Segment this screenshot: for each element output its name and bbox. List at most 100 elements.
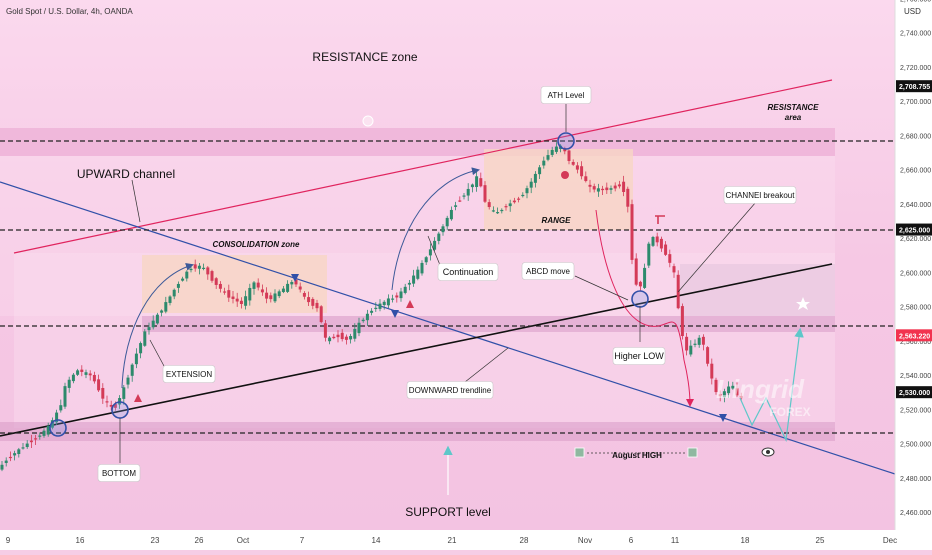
candle-body-141 [592,186,596,190]
candle-body-7 [29,440,33,443]
candle-body-129 [542,160,546,166]
candle-body-142 [596,188,600,192]
candle-body-58 [244,296,248,306]
candle-body-62 [260,289,264,293]
downward-trendline-leader [464,347,509,383]
candle-body-2 [8,456,12,459]
extension-arrow [121,262,194,389]
candle-body-106 [445,217,449,227]
candle-body-98 [412,275,416,284]
price-axis[interactable]: 2,460.000 2,480.000 2,500.000 2,520.000 2,54… [894,0,932,530]
candle-body-173 [727,386,731,394]
candle-body-22 [92,374,96,382]
extension-leader [149,339,165,367]
annotation-box-extension [162,365,216,383]
candle-body-145 [609,188,613,190]
candle-body-154 [647,243,651,266]
candle-body-86 [361,319,365,322]
time-axis[interactable]: 9 16 23 26 Oct 7 14 21 28 Nov 6 11 18 25 Dec [6,536,897,545]
candle-body-17 [71,374,75,382]
candle-body-105 [441,226,445,233]
annotation-continuation: Continuation [443,267,494,277]
candle-body-149 [626,188,630,207]
candle-body-111 [466,188,470,196]
price-tick-2620: 2,620.000 [900,236,931,243]
candle-body-130 [546,155,550,160]
time-axis-background [0,530,895,550]
candle-body-119 [500,209,504,212]
candle-body-116 [487,202,491,208]
buy-marker-1 [134,394,142,402]
annotation-august-high: August HIGH [612,451,662,460]
candle-body-150 [630,204,634,260]
time-tick-11: 11 [671,536,680,545]
candle-body-41 [172,289,176,297]
price-label-bg-2563.22 [896,329,932,342]
candle-body-166 [697,337,701,345]
candle-body-80 [336,334,340,338]
candle-body-74 [311,298,315,306]
candle-body-113 [475,176,479,188]
candle-body-66 [277,291,281,297]
shield-marker-1 [291,274,299,282]
price-label-bg-2625 [896,223,932,236]
candle-body-137 [575,165,579,170]
candle-body-165 [693,343,697,345]
candle-body-64 [269,295,273,300]
annotation-box-higher-low [612,347,666,365]
august-high-check-left [574,447,585,458]
buy-marker-2 [406,300,414,308]
price-tick-2600: 2,600.000 [900,270,931,277]
downward-trendline [0,181,896,475]
candle-body-23 [97,379,101,391]
annotation-upward-channel: UPWARD channel [77,167,175,181]
candle-body-122 [512,200,516,203]
price-label-bg-2530 [896,386,932,399]
candle-body-143 [601,188,605,191]
candle-body-162 [680,306,684,337]
candle-body-125 [525,188,529,194]
candle-body-55 [231,296,235,299]
candle-body-73 [307,297,311,303]
currency-label: USD [904,7,921,16]
candle-body-50 [210,271,214,281]
candle-body-33 [139,343,143,354]
candle-body-8 [34,438,38,440]
candle-body-72 [302,292,306,297]
support-band [0,422,835,441]
candle-body-6 [25,443,29,448]
highlight-circle-2 [111,401,129,419]
continuation-leader [427,235,441,266]
candle-body-42 [176,283,180,288]
candle-body-139 [584,176,588,182]
candle-body-136 [571,161,575,165]
price-tick-2580: 2,580.000 [900,305,931,312]
projection-arrow [739,327,804,443]
upward-channel-top-line [13,79,833,254]
price-tick-2540: 2,540.000 [900,373,931,380]
annotation-channel-breakout: CHANNEl breakout [726,191,796,200]
candle-body-155 [651,237,655,246]
candle-body-144 [605,187,609,191]
price-tick-2680: 2,680.000 [900,133,931,140]
candle-body-76 [319,306,323,323]
candle-body-163 [685,336,689,351]
candle-body-101 [424,257,428,263]
candle-body-19 [80,369,84,372]
watermark: Lingrid FOREX [716,374,811,419]
price-label-bg-2708.755 [896,80,932,93]
candle-body-123 [517,198,521,200]
time-tick-13: 25 [816,536,825,545]
candle-body-63 [265,292,269,299]
candle-body-164 [689,345,693,355]
candle-body-153 [643,267,647,288]
candle-body-65 [273,293,277,302]
candle-body-138 [580,166,584,177]
candle-body-112 [470,184,474,188]
candle-body-168 [706,347,710,364]
candle-body-175 [735,388,739,396]
candle-body-14 [59,405,63,411]
price-label-2530: 2,530.000 [899,390,930,397]
